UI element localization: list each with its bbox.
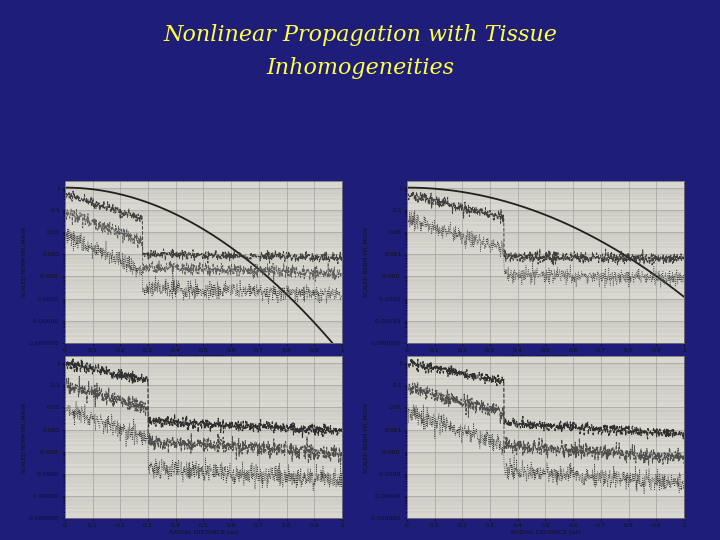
Y-axis label: SCALED NORM VEL MAGN: SCALED NORM VEL MAGN [22,402,27,472]
Text: Nonlinear Propagation with Tissue: Nonlinear Propagation with Tissue [163,24,557,46]
Y-axis label: SCALED NORM VEL MAGN: SCALED NORM VEL MAGN [364,402,369,472]
X-axis label: RADIAL DISTANCE (ar): RADIAL DISTANCE (ar) [510,530,580,535]
Y-axis label: SCALED NORM VEL MAGN: SCALED NORM VEL MAGN [364,227,369,297]
X-axis label: RADIAL DISTANCE (ar): RADIAL DISTANCE (ar) [168,530,238,535]
X-axis label: RADIAL DISTANCE (ar): RADIAL DISTANCE (ar) [168,355,238,360]
X-axis label: RADIAL DISTANCE (ar): RADIAL DISTANCE (ar) [510,355,580,360]
Text: Inhomogeneities: Inhomogeneities [266,57,454,79]
Y-axis label: SCALED NORM VEL MAGN: SCALED NORM VEL MAGN [22,227,27,297]
